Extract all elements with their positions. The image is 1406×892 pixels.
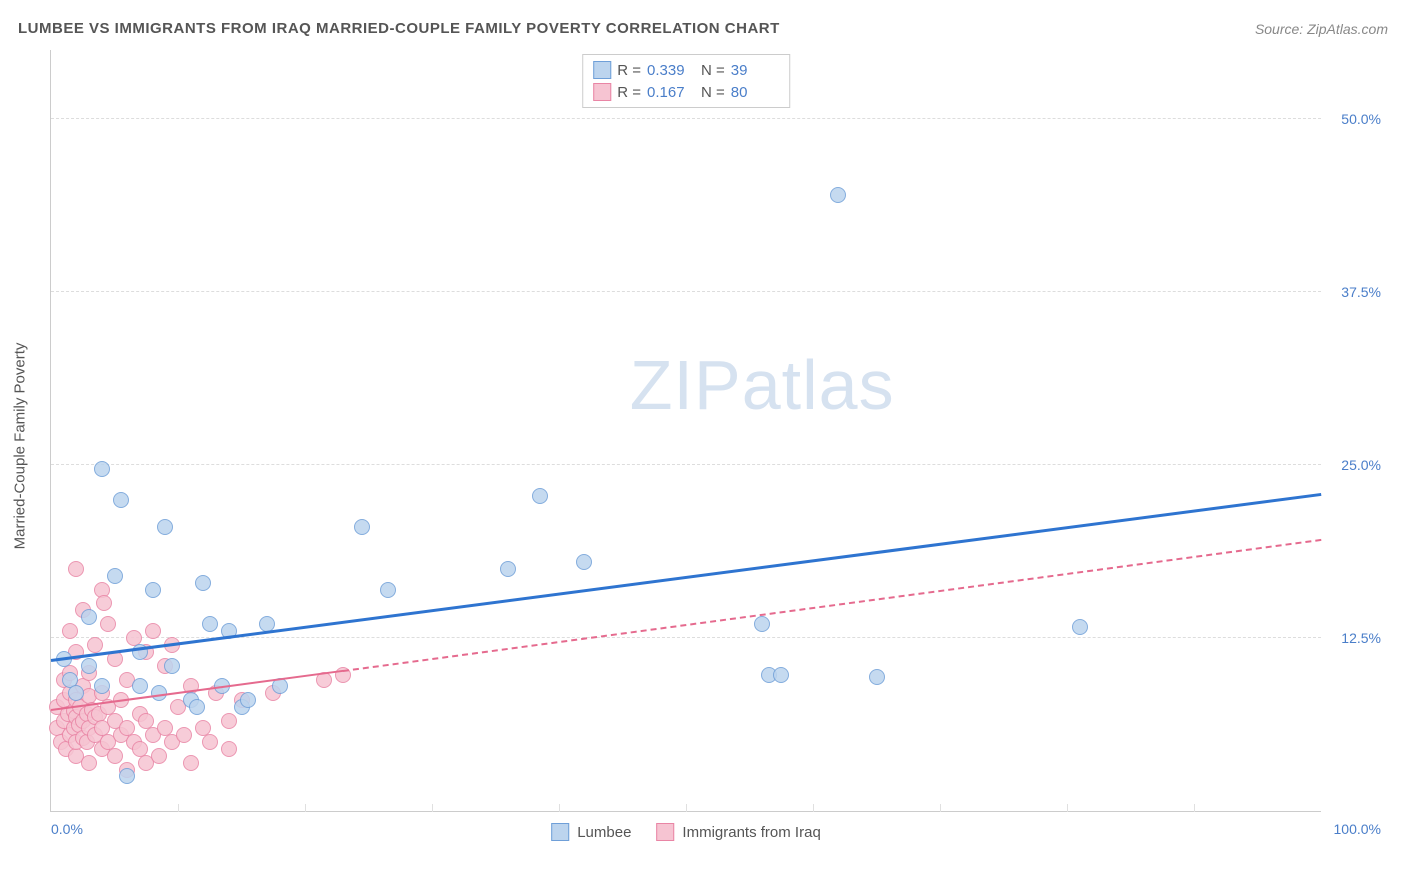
data-point <box>380 582 396 598</box>
r-value-0: 0.339 <box>647 62 695 79</box>
data-point <box>532 488 548 504</box>
x-tick <box>178 804 179 812</box>
x-tick <box>686 804 687 812</box>
chart-area: Married-Couple Family Poverty ZIPatlas R… <box>50 50 1386 842</box>
plot-region: ZIPatlas R = 0.339 N = 39 R = 0.167 N = … <box>50 50 1321 812</box>
swatch-icon <box>656 823 674 841</box>
data-point <box>354 519 370 535</box>
data-point <box>221 741 237 757</box>
y-tick-label: 50.0% <box>1326 111 1381 127</box>
data-point <box>81 658 97 674</box>
swatch-icon <box>593 61 611 79</box>
data-point <box>81 609 97 625</box>
data-point <box>100 616 116 632</box>
data-point <box>87 637 103 653</box>
gridline <box>51 464 1321 465</box>
gridline <box>51 118 1321 119</box>
chart-source: Source: ZipAtlas.com <box>1255 21 1388 37</box>
x-tick <box>432 804 433 812</box>
data-point <box>773 667 789 683</box>
data-point <box>62 623 78 639</box>
data-point <box>132 678 148 694</box>
data-point <box>754 616 770 632</box>
y-tick-label: 37.5% <box>1326 284 1381 300</box>
r-label: R = <box>617 84 641 101</box>
data-point <box>189 699 205 715</box>
series-legend: Lumbee Immigrants from Iraq <box>551 823 821 841</box>
data-point <box>157 519 173 535</box>
data-point <box>240 692 256 708</box>
r-label: R = <box>617 62 641 79</box>
swatch-icon <box>593 83 611 101</box>
x-tick <box>1194 804 1195 812</box>
data-point <box>94 461 110 477</box>
data-point <box>81 755 97 771</box>
chart-title: LUMBEE VS IMMIGRANTS FROM IRAQ MARRIED-C… <box>18 20 780 37</box>
watermark-bold: ZIP <box>630 346 742 424</box>
legend-label-0: Lumbee <box>577 824 631 841</box>
swatch-icon <box>551 823 569 841</box>
data-point <box>119 768 135 784</box>
watermark: ZIPatlas <box>630 345 895 425</box>
data-point <box>176 727 192 743</box>
watermark-thin: atlas <box>742 346 895 424</box>
x-tick-label: 0.0% <box>51 821 83 837</box>
x-tick <box>1067 804 1068 812</box>
data-point <box>145 582 161 598</box>
data-point <box>68 561 84 577</box>
data-point <box>68 685 84 701</box>
data-point <box>94 678 110 694</box>
data-point <box>183 755 199 771</box>
data-point <box>202 734 218 750</box>
stats-row-1: R = 0.167 N = 80 <box>593 81 779 103</box>
r-value-1: 0.167 <box>647 84 695 101</box>
data-point <box>164 658 180 674</box>
data-point <box>107 748 123 764</box>
data-point <box>107 568 123 584</box>
x-tick-label: 100.0% <box>1334 821 1381 837</box>
n-value-1: 80 <box>731 84 779 101</box>
data-point <box>96 595 112 611</box>
data-point <box>830 187 846 203</box>
legend-item-0: Lumbee <box>551 823 631 841</box>
data-point <box>202 616 218 632</box>
data-point <box>113 492 129 508</box>
data-point <box>195 575 211 591</box>
data-point <box>576 554 592 570</box>
data-point <box>151 748 167 764</box>
y-axis-title: Married-Couple Family Poverty <box>12 343 29 550</box>
y-tick-label: 25.0% <box>1326 457 1381 473</box>
y-tick-label: 12.5% <box>1326 630 1381 646</box>
data-point <box>145 623 161 639</box>
n-label: N = <box>701 62 725 79</box>
x-tick <box>813 804 814 812</box>
gridline <box>51 637 1321 638</box>
x-tick <box>940 804 941 812</box>
x-tick <box>305 804 306 812</box>
stats-legend: R = 0.339 N = 39 R = 0.167 N = 80 <box>582 54 790 108</box>
data-point <box>869 669 885 685</box>
legend-label-1: Immigrants from Iraq <box>682 824 820 841</box>
n-label: N = <box>701 84 725 101</box>
x-tick <box>559 804 560 812</box>
legend-item-1: Immigrants from Iraq <box>656 823 820 841</box>
data-point <box>1072 619 1088 635</box>
data-point <box>500 561 516 577</box>
n-value-0: 39 <box>731 62 779 79</box>
gridline <box>51 291 1321 292</box>
stats-row-0: R = 0.339 N = 39 <box>593 59 779 81</box>
data-point <box>221 713 237 729</box>
